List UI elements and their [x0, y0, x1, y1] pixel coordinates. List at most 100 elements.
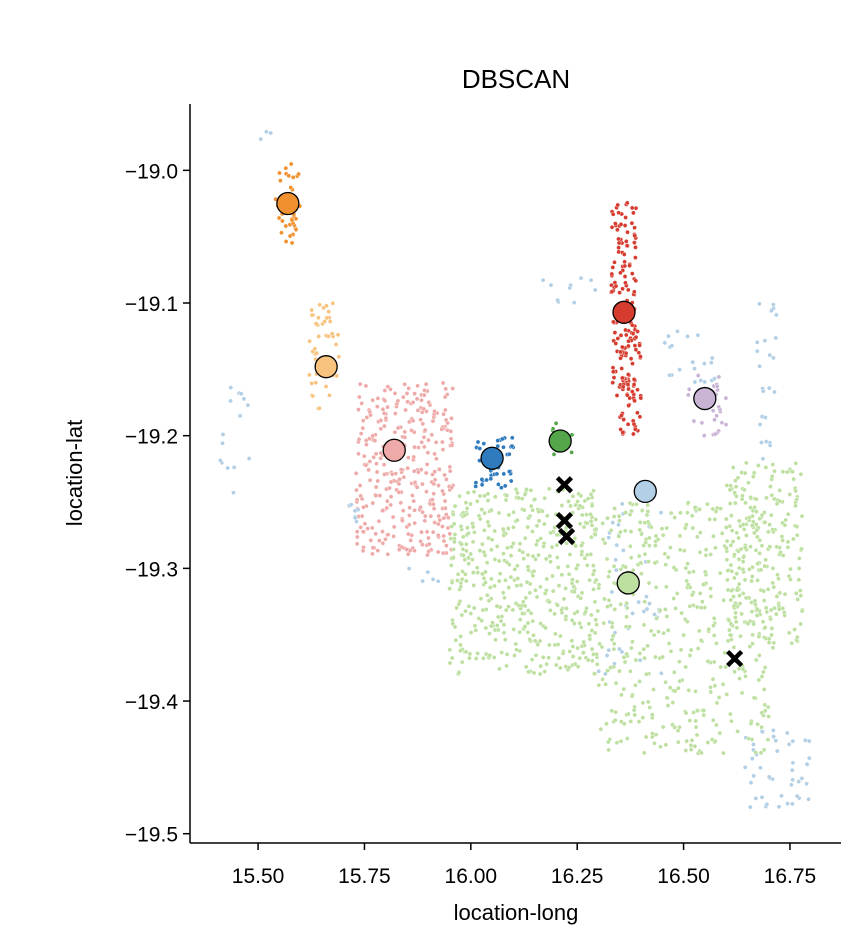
- data-point: [742, 487, 747, 493]
- data-point: [460, 547, 466, 552]
- data-point: [736, 549, 741, 554]
- data-point: [361, 504, 366, 510]
- data-point: [663, 679, 668, 685]
- data-point: [579, 590, 585, 596]
- data-point: [726, 618, 732, 623]
- data-point: [392, 429, 398, 435]
- data-point: [613, 221, 618, 226]
- data-point: [353, 470, 359, 476]
- data-point: [730, 465, 736, 470]
- data-point: [712, 683, 718, 689]
- data-point: [795, 597, 801, 602]
- data-point: [289, 217, 295, 223]
- data-point: [631, 421, 637, 427]
- data-point: [785, 539, 791, 545]
- data-point: [493, 637, 498, 643]
- data-point: [352, 508, 358, 514]
- data-point: [638, 560, 644, 566]
- data-point: [444, 477, 449, 482]
- data-point: [542, 495, 548, 501]
- data-point: [402, 381, 408, 387]
- data-point: [558, 633, 563, 639]
- data-point: [552, 611, 557, 617]
- y-axis-ticks: −19.0 −19.1 −19.2 −19.3 −19.4 −19.5: [125, 160, 190, 847]
- data-point: [334, 373, 340, 379]
- data-point: [748, 721, 754, 726]
- data-point: [619, 649, 625, 655]
- data-point: [517, 547, 522, 553]
- data-point: [528, 611, 534, 616]
- data-point: [521, 556, 527, 562]
- data-point: [458, 642, 463, 648]
- data-point: [533, 557, 538, 562]
- data-point: [506, 585, 512, 590]
- data-point: [643, 540, 649, 545]
- data-point: [728, 621, 734, 627]
- data-point: [484, 560, 490, 566]
- cluster-center-marker: [314, 355, 338, 379]
- data-point: [775, 748, 780, 754]
- data-point: [776, 607, 782, 612]
- data-point: [431, 481, 437, 487]
- data-point: [761, 687, 767, 692]
- data-point: [385, 404, 390, 410]
- data-point: [690, 359, 696, 365]
- data-point: [324, 315, 330, 321]
- data-point: [618, 739, 624, 744]
- data-point: [483, 580, 488, 585]
- data-point: [593, 617, 599, 623]
- data-point: [358, 493, 364, 499]
- data-point: [725, 568, 731, 573]
- data-point: [694, 732, 700, 738]
- data-point: [754, 509, 759, 514]
- data-point: [758, 765, 763, 771]
- data-point: [398, 500, 404, 506]
- data-point: [716, 404, 722, 410]
- data-point: [439, 426, 445, 432]
- data-point: [708, 685, 713, 690]
- data-point: [283, 223, 289, 229]
- data-point: [435, 549, 441, 555]
- data-point: [448, 428, 454, 434]
- data-point: [419, 529, 424, 535]
- data-point: [497, 666, 502, 672]
- data-point: [378, 450, 384, 456]
- data-point: [754, 496, 759, 502]
- data-point: [383, 415, 389, 421]
- data-point: [690, 525, 696, 531]
- data-point: [498, 618, 504, 624]
- data-point: [637, 657, 643, 663]
- data-point: [466, 531, 471, 536]
- data-point: [591, 587, 596, 592]
- data-point: [327, 392, 332, 398]
- data-point: [545, 513, 550, 519]
- data-point: [425, 552, 430, 558]
- data-point: [442, 394, 448, 400]
- data-point: [563, 614, 569, 619]
- data-point: [621, 686, 627, 692]
- data-point: [480, 541, 485, 547]
- data-point: [494, 603, 500, 609]
- data-point: [767, 352, 773, 358]
- data-point: [797, 556, 802, 561]
- data-point: [711, 633, 717, 638]
- data-point: [448, 436, 454, 442]
- data-point: [477, 493, 483, 499]
- data-point: [466, 561, 472, 566]
- data-point: [531, 670, 537, 676]
- data-point: [496, 578, 502, 584]
- data-point: [410, 418, 416, 424]
- data-point: [467, 651, 473, 657]
- data-point: [751, 470, 757, 476]
- data-point: [692, 505, 698, 510]
- data-point: [571, 300, 577, 305]
- data-point: [536, 552, 541, 558]
- data-point: [723, 664, 729, 670]
- data-point: [728, 483, 733, 489]
- data-point: [634, 501, 639, 507]
- data-point: [742, 765, 748, 770]
- data-point: [617, 290, 622, 295]
- data-point: [685, 500, 691, 506]
- data-point: [426, 541, 432, 547]
- data-point: [540, 655, 546, 660]
